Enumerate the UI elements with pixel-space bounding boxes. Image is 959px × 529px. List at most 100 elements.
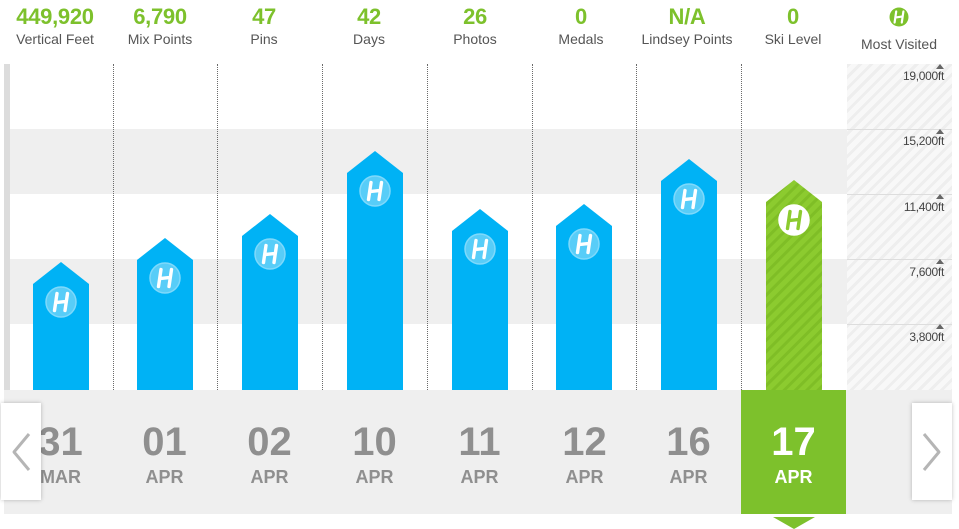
chevron-left-icon xyxy=(12,433,31,471)
stat-medals: 0 Medals xyxy=(526,4,636,48)
y-axis: 19,000ft 15,200ft 11,400ft 7,600ft 3,800… xyxy=(847,64,952,390)
stat-value: 47 xyxy=(252,4,276,29)
y-tick-label: 3,800ft xyxy=(909,330,944,344)
stat-value: N/A xyxy=(668,4,706,29)
axis-separator xyxy=(847,129,952,130)
stat-photos: 26 Photos xyxy=(420,4,530,48)
stat-label: Vertical Feet xyxy=(16,31,94,47)
axis-separator xyxy=(847,324,952,325)
grid-line xyxy=(741,64,742,390)
date-strip: 31 MAR 01 APR 02 APR 10 APR 11 APR 12 AP… xyxy=(4,390,952,514)
stat-label: Ski Level xyxy=(764,31,822,47)
chart-bar[interactable] xyxy=(242,214,298,390)
bar-shape xyxy=(661,159,717,390)
resort-logo-icon xyxy=(673,183,705,215)
chart-bar[interactable] xyxy=(452,209,508,390)
axis-separator xyxy=(847,194,952,195)
resort-logo-icon xyxy=(254,238,286,270)
next-button[interactable] xyxy=(912,403,952,500)
tick-marker xyxy=(936,324,944,329)
date-month: MAR xyxy=(40,467,81,487)
date-cell[interactable]: 01 APR xyxy=(112,390,217,514)
resort-logo-icon xyxy=(464,233,496,265)
grid-line xyxy=(217,64,218,390)
stat-label: Photos xyxy=(453,31,497,47)
date-day: 17 xyxy=(771,420,816,464)
date-cell[interactable]: 12 APR xyxy=(532,390,637,514)
tick-marker xyxy=(936,259,944,264)
stat-value: 449,920 xyxy=(16,4,94,29)
stat-label: Most Visited xyxy=(861,36,937,52)
date-month: APR xyxy=(565,467,604,487)
grid-line xyxy=(427,64,428,390)
date-day: 16 xyxy=(666,420,711,464)
stat-ski-level: 0 Ski Level xyxy=(738,4,848,48)
stat-label: Mix Points xyxy=(127,31,193,47)
date-cell-selected[interactable]: 17 APR xyxy=(741,390,846,514)
chart-bar-selected[interactable] xyxy=(766,180,822,390)
date-day: 01 xyxy=(142,420,187,464)
resort-logo-icon xyxy=(778,204,810,236)
date-cell[interactable]: 31 MAR xyxy=(8,390,113,514)
grid-band xyxy=(4,259,847,324)
chart-bar[interactable] xyxy=(137,238,193,390)
grid-band xyxy=(4,324,847,390)
tick-marker xyxy=(936,64,944,69)
resort-logo-icon xyxy=(568,228,600,260)
y-tick-label: 19,000ft xyxy=(903,69,944,83)
stats-bar: 449,920 Vertical Feet 6,790 Mix Points 4… xyxy=(0,0,959,62)
y-tick-label: 7,600ft xyxy=(909,265,944,279)
grid-line xyxy=(113,64,114,390)
stat-value: 26 xyxy=(463,4,487,29)
y-tick-label: 11,400ft xyxy=(903,200,944,214)
resort-logo-icon xyxy=(149,262,181,294)
axis-separator xyxy=(847,259,952,260)
stat-label: Days xyxy=(353,31,385,47)
resort-logo-icon xyxy=(889,7,909,27)
date-day: 11 xyxy=(458,420,501,464)
chevron-right-icon xyxy=(922,433,941,471)
vertical-feet-chart: 19,000ft 15,200ft 11,400ft 7,600ft 3,800… xyxy=(4,64,952,390)
grid-line xyxy=(636,64,637,390)
grid-band xyxy=(4,64,847,129)
bar-shape xyxy=(347,151,403,390)
stat-value: 0 xyxy=(787,4,799,29)
date-month: APR xyxy=(460,467,499,487)
chart-bar[interactable] xyxy=(661,159,717,390)
date-cell[interactable]: 11 APR xyxy=(427,390,532,514)
bar-shape xyxy=(766,180,822,390)
date-cell[interactable]: 10 APR xyxy=(322,390,427,514)
date-day: 02 xyxy=(247,420,292,464)
grid-band xyxy=(4,129,847,194)
stat-pins: 47 Pins xyxy=(209,4,319,48)
chart-bar[interactable] xyxy=(347,151,403,390)
stat-most-visited[interactable]: Most Visited xyxy=(844,4,954,53)
date-day: 10 xyxy=(352,420,397,464)
resort-logo-icon xyxy=(359,175,391,207)
date-month: APR xyxy=(145,467,184,487)
chart-bar[interactable] xyxy=(556,204,612,390)
stat-vertical-feet: 449,920 Vertical Feet xyxy=(0,4,110,48)
date-day: 31 xyxy=(38,420,83,464)
stat-mix-points: 6,790 Mix Points xyxy=(105,4,215,48)
date-month: APR xyxy=(669,467,708,487)
previous-button[interactable] xyxy=(1,403,41,500)
tick-marker xyxy=(936,129,944,134)
selected-date-pointer xyxy=(773,517,815,529)
date-day: 12 xyxy=(562,420,607,464)
y-tick-label: 15,200ft xyxy=(903,134,944,148)
date-cell[interactable]: 02 APR xyxy=(217,390,322,514)
stat-value: 6,790 xyxy=(133,4,187,29)
stat-days: 42 Days xyxy=(314,4,424,48)
chart-edge xyxy=(4,64,10,390)
stat-label: Pins xyxy=(250,31,278,47)
bar-shape xyxy=(33,262,89,390)
stat-value: 0 xyxy=(575,4,587,29)
chart-bar[interactable] xyxy=(33,262,89,390)
resort-logo-icon xyxy=(45,286,77,318)
stat-label: Medals xyxy=(558,31,604,47)
date-month: APR xyxy=(250,467,289,487)
stat-lindsey-points: N/A Lindsey Points xyxy=(632,4,742,48)
grid-band xyxy=(4,194,847,259)
date-cell[interactable]: 16 APR xyxy=(636,390,741,514)
